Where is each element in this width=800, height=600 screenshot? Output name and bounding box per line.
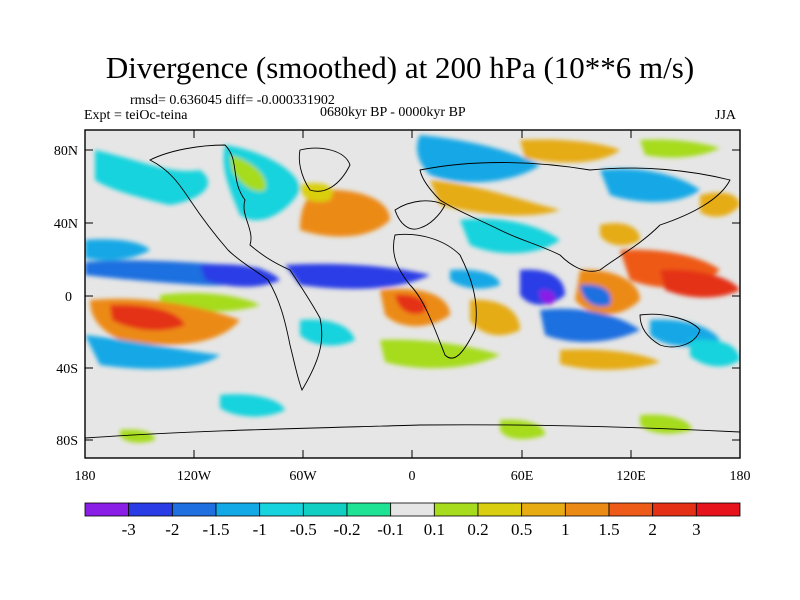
colorbar-label: -2: [165, 520, 179, 539]
x-tick-label: 180: [75, 469, 96, 484]
x-axis-labels: 180 120W 60W 0 60E 120E 180: [75, 469, 751, 484]
experiment-label: Expt = teiOc-teina: [84, 108, 188, 123]
stats-text: rmsd= 0.636045 diff= -0.000331902: [130, 93, 335, 108]
colorbar-swatch: [433, 502, 479, 517]
colorbar-swatch: [302, 502, 348, 517]
colorbar-labels: -3 -2 -1.5 -1 -0.5 -0.2 -0.1 0.1 0.2 0.5 1 1.5 2 3: [122, 520, 701, 539]
x-tick-label: 180: [730, 469, 751, 484]
colorbar-label: -1: [253, 520, 267, 539]
colorbar-label: 0.5: [511, 520, 532, 539]
colorbar: [84, 502, 741, 517]
colorbar-swatch: [390, 502, 435, 517]
y-tick-label: 80N: [54, 144, 78, 159]
colorbar-swatch: [171, 502, 217, 517]
colorbar-swatch: [652, 502, 697, 517]
plot-title: Divergence (smoothed) at 200 hPa (10**6 …: [105, 50, 695, 85]
y-tick-label: 40N: [54, 217, 78, 232]
colorbar-label: -0.5: [290, 520, 317, 539]
colorbar-label: -0.1: [377, 520, 404, 539]
colorbar-swatch: [695, 502, 741, 517]
y-axis-labels: 80N 40N 0 40S 80S: [54, 144, 78, 449]
colorbar-swatch: [128, 502, 173, 517]
coastlines: [85, 144, 740, 439]
season-label: JJA: [715, 108, 737, 123]
y-tick-label: 0: [65, 290, 72, 305]
colorbar-label: -1.5: [203, 520, 230, 539]
colorbar-swatch: [346, 502, 392, 517]
colorbar-swatch: [215, 502, 261, 517]
colorbar-swatch: [608, 502, 654, 517]
colorbar-swatch: [259, 502, 304, 517]
x-tick-label: 60E: [511, 469, 534, 484]
colorbar-swatch: [564, 502, 610, 517]
colorbar-label: 1.5: [598, 520, 619, 539]
colorbar-swatch: [84, 502, 130, 517]
colorbar-label: 1: [561, 520, 570, 539]
period-label: 0680kyr BP - 0000kyr BP: [320, 105, 466, 120]
x-tick-label: 120W: [177, 469, 212, 484]
colorbar-label: 2: [648, 520, 657, 539]
colorbar-label: 0.2: [467, 520, 488, 539]
divergence-field: [85, 130, 740, 458]
x-tick-label: 120E: [616, 469, 646, 484]
tick-marks: [85, 130, 740, 458]
colorbar-swatch: [521, 502, 566, 517]
colorbar-swatch: [477, 502, 523, 517]
y-tick-label: 40S: [56, 362, 78, 377]
x-tick-label: 0: [409, 469, 416, 484]
colorbar-label: -0.2: [334, 520, 361, 539]
x-tick-label: 60W: [289, 469, 317, 484]
colorbar-label: 3: [692, 520, 701, 539]
colorbar-label: 0.1: [424, 520, 445, 539]
y-tick-label: 80S: [56, 434, 78, 449]
colorbar-label: -3: [122, 520, 136, 539]
